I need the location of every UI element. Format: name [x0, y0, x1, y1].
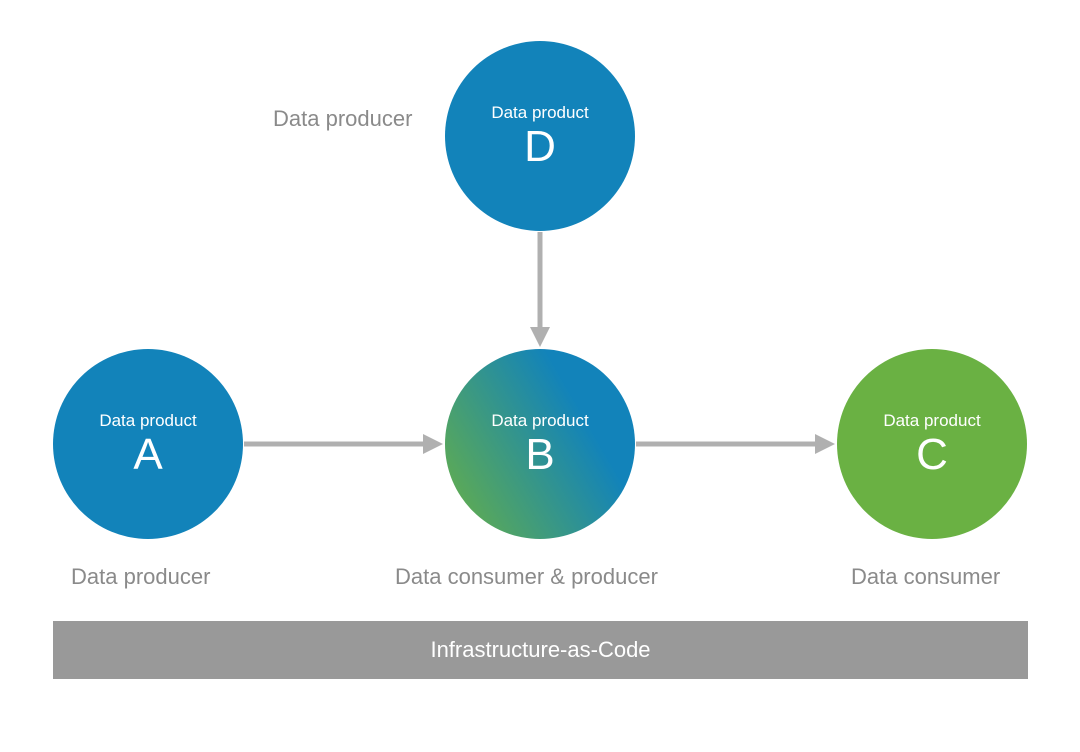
node-d: Data product D	[445, 41, 635, 231]
node-a: Data product A	[53, 349, 243, 539]
label-d-producer: Data producer	[273, 106, 412, 132]
footer-text: Infrastructure-as-Code	[430, 637, 650, 663]
node-c-letter: C	[916, 433, 948, 477]
label-b-consumer-producer: Data consumer & producer	[395, 564, 658, 590]
node-c: Data product C	[837, 349, 1027, 539]
label-a-producer: Data producer	[71, 564, 210, 590]
node-d-subtitle: Data product	[491, 103, 588, 123]
label-c-consumer: Data consumer	[851, 564, 1000, 590]
node-c-subtitle: Data product	[883, 411, 980, 431]
footer-infrastructure-as-code: Infrastructure-as-Code	[53, 621, 1028, 679]
node-b: Data product B	[445, 349, 635, 539]
node-b-letter: B	[525, 433, 554, 477]
node-a-subtitle: Data product	[99, 411, 196, 431]
node-d-letter: D	[524, 125, 556, 169]
node-a-letter: A	[133, 433, 162, 477]
node-b-subtitle: Data product	[491, 411, 588, 431]
